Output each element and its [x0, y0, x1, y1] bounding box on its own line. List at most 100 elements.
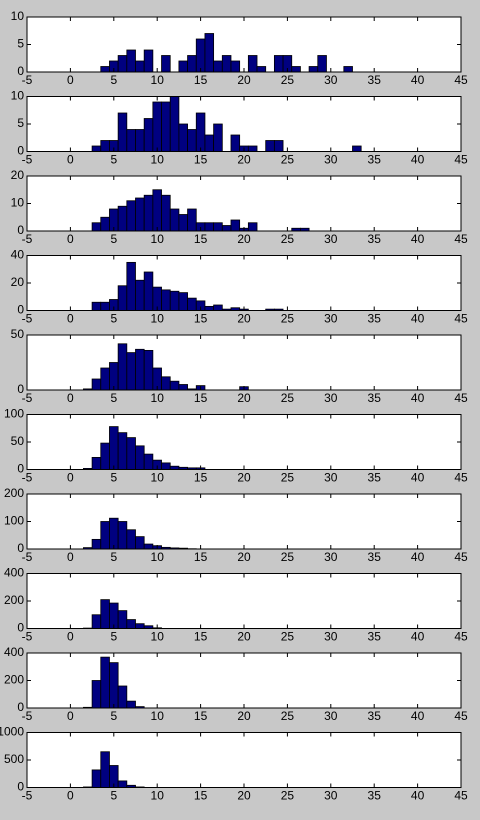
x-tick-label: 35 [368, 789, 382, 803]
x-tick-label: 45 [454, 630, 468, 644]
x-tick-label: 30 [324, 312, 338, 326]
x-tick-label: 10 [151, 550, 165, 564]
histogram-bar [247, 145, 258, 152]
histogram-bar [221, 225, 232, 232]
x-tick-label: 45 [454, 391, 468, 405]
axes-background [27, 96, 461, 152]
histogram-bar [100, 599, 110, 629]
x-tick-label: 40 [411, 391, 425, 405]
x-tick-label: 15 [194, 153, 208, 167]
histogram-bar [143, 194, 154, 232]
x-tick-label: -5 [22, 391, 33, 405]
x-tick-label: 0 [67, 312, 74, 326]
x-tick-label: 5 [110, 153, 117, 167]
histogram-bar [317, 55, 327, 73]
histogram-bar [126, 437, 136, 470]
histogram-bar [109, 517, 119, 550]
x-tick-label: 40 [411, 312, 425, 326]
y-tick-label: 10 [11, 196, 25, 210]
histogram-bar [91, 456, 102, 470]
histogram-bar [230, 134, 241, 152]
x-tick-label: 40 [411, 709, 425, 723]
histogram-bar [126, 261, 136, 311]
y-tick-label: 10 [11, 89, 25, 103]
histogram-bar [178, 60, 188, 73]
histogram-bar [143, 271, 154, 311]
histogram-bar [161, 289, 171, 311]
x-tick-label: 40 [411, 630, 425, 644]
histogram-bar [91, 145, 102, 152]
x-tick-label: 25 [281, 312, 295, 326]
x-tick-label: 0 [67, 232, 74, 246]
histogram-bar [161, 376, 171, 391]
histogram-bar [126, 200, 136, 232]
x-tick-label: 10 [151, 312, 165, 326]
x-tick-label: 45 [454, 153, 468, 167]
histogram-bar [100, 301, 110, 311]
histogram-bar [126, 529, 136, 550]
histogram-bar [117, 112, 128, 152]
x-tick-label: 0 [67, 630, 74, 644]
y-tick-label: 400 [4, 645, 24, 659]
histogram-bar [100, 751, 110, 788]
histogram-bar [213, 304, 223, 311]
x-tick-label: 15 [194, 471, 208, 485]
histogram-bar [343, 66, 353, 73]
x-tick-label: 5 [110, 550, 117, 564]
x-tick-label: 40 [411, 153, 425, 167]
histogram-bar [273, 55, 284, 73]
y-tick-label: 40 [11, 248, 25, 262]
histogram-bar [117, 285, 128, 311]
histogram-bar [169, 290, 180, 311]
y-tick-label: 0 [17, 382, 24, 396]
x-tick-label: 15 [194, 630, 208, 644]
x-tick-label: 30 [324, 630, 338, 644]
histogram-bar [221, 55, 232, 73]
x-tick-label: -5 [22, 312, 33, 326]
histogram-bar [213, 222, 223, 232]
histogram-bar [126, 49, 136, 73]
x-tick-label: 40 [411, 550, 425, 564]
x-tick-label: 5 [110, 471, 117, 485]
x-tick-label: 35 [368, 471, 382, 485]
x-tick-label: 25 [281, 709, 295, 723]
histogram-bar [169, 96, 180, 152]
x-tick-label: -5 [22, 73, 33, 87]
x-tick-label: 20 [237, 153, 251, 167]
histogram-bar [161, 101, 171, 152]
x-tick-label: -5 [22, 789, 33, 803]
x-tick-label: 10 [151, 630, 165, 644]
histogram-bar [135, 60, 145, 73]
x-tick-label: 5 [110, 789, 117, 803]
y-tick-label: 20 [11, 168, 25, 182]
axes-background [27, 176, 461, 231]
histogram-bar [135, 197, 145, 232]
histogram-bar [161, 462, 171, 470]
y-tick-label: 200 [4, 593, 24, 607]
x-tick-label: 20 [237, 630, 251, 644]
x-tick-label: 0 [67, 789, 74, 803]
histogram-bar [308, 66, 319, 73]
y-tick-label: 5 [17, 37, 24, 51]
y-tick-label: 0 [17, 303, 24, 317]
x-tick-label: 10 [151, 789, 165, 803]
histogram-bar [100, 521, 110, 550]
histogram-bar [135, 279, 145, 311]
axes-background [27, 17, 461, 72]
y-tick-label: 200 [4, 673, 24, 687]
histogram-bar [187, 129, 197, 152]
x-tick-label: 25 [281, 630, 295, 644]
histogram-bar [143, 453, 154, 470]
histogram-bar [204, 33, 215, 73]
histogram-bar [135, 348, 145, 391]
x-tick-label: 5 [110, 232, 117, 246]
histogram-bar [152, 101, 162, 152]
histogram-bar [117, 432, 128, 470]
x-tick-label: 15 [194, 232, 208, 246]
histogram-bar [117, 780, 128, 788]
y-tick-label: 100 [4, 407, 24, 421]
x-tick-label: 40 [411, 232, 425, 246]
x-tick-label: 10 [151, 232, 165, 246]
histogram-bar [117, 55, 128, 73]
x-tick-label: -5 [22, 630, 33, 644]
